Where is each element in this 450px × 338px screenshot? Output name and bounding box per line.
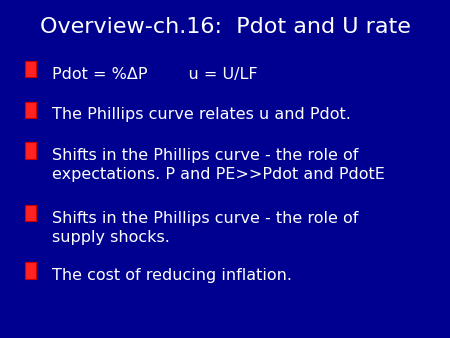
Bar <box>25 205 36 221</box>
Text: Pdot = %ΔP        u = U/LF: Pdot = %ΔP u = U/LF <box>52 67 257 82</box>
Text: Shifts in the Phillips curve - the role of
expectations. P and PE>>Pdot and Pdot: Shifts in the Phillips curve - the role … <box>52 148 385 182</box>
Text: The Phillips curve relates u and Pdot.: The Phillips curve relates u and Pdot. <box>52 107 351 122</box>
Bar <box>25 262 36 279</box>
Text: The cost of reducing inflation.: The cost of reducing inflation. <box>52 268 292 283</box>
Bar <box>25 61 36 77</box>
Text: Shifts in the Phillips curve - the role of
supply shocks.: Shifts in the Phillips curve - the role … <box>52 211 358 245</box>
Text: Overview-ch.16:  Pdot and U rate: Overview-ch.16: Pdot and U rate <box>40 17 410 37</box>
Bar <box>25 102 36 118</box>
Bar <box>25 142 36 159</box>
